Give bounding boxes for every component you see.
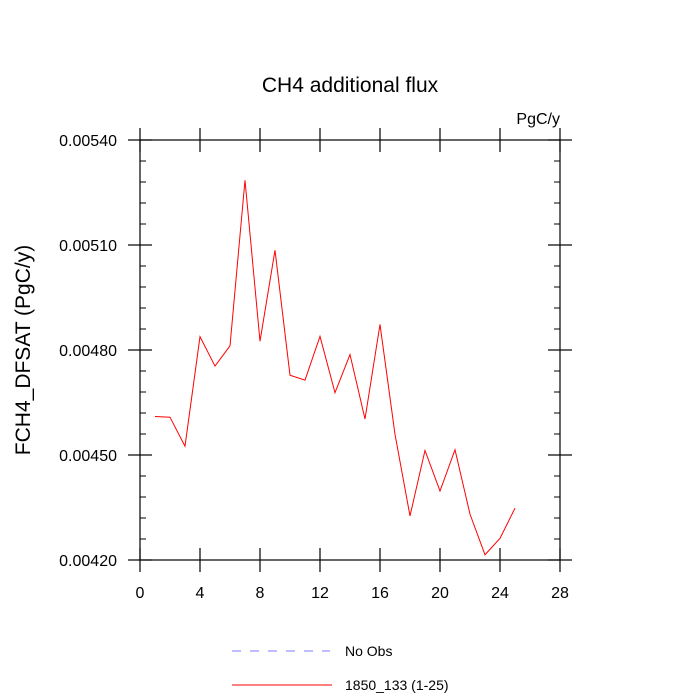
x-tick-label: 4: [196, 585, 205, 602]
legend-label-no-obs: No Obs: [345, 643, 392, 659]
x-tick-label: 28: [551, 585, 569, 602]
units-label: PgC/y: [516, 111, 560, 128]
minor-ticks: [140, 160, 560, 540]
legend: No Obs 1850_133 (1-25): [232, 643, 449, 693]
x-tick-label: 12: [311, 585, 329, 602]
series-line: [154, 180, 516, 556]
y-tick-label: 0.00510: [59, 238, 117, 255]
x-tick-label: 8: [256, 585, 265, 602]
y-tick-label: 0.00450: [59, 448, 117, 465]
series-layer: [154, 180, 516, 556]
y-tick-labels: 0.00420 0.00450 0.00480 0.00510 0.00540: [59, 133, 117, 570]
x-tick-labels: 0 4 8 12 16 20 24 28: [136, 585, 569, 602]
x-tick-label: 0: [136, 585, 145, 602]
chart-title: CH4 additional flux: [262, 74, 439, 97]
plot-frame: [139, 139, 561, 561]
x-tick-label: 24: [491, 585, 509, 602]
x-tick-label: 16: [371, 585, 389, 602]
y-tick-label: 0.00540: [59, 133, 117, 150]
y-tick-label: 0.00480: [59, 343, 117, 360]
y-tick-label: 0.00420: [59, 553, 117, 570]
major-ticks: [128, 128, 572, 572]
legend-label-1850-133: 1850_133 (1-25): [345, 677, 449, 693]
y-axis-label: FCH4_DFSAT (PgC/y): [12, 245, 35, 455]
x-tick-label: 20: [431, 585, 449, 602]
